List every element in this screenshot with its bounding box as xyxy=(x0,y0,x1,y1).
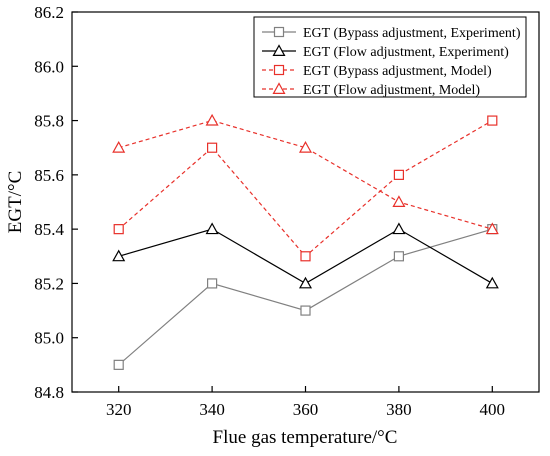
data-point xyxy=(113,359,124,370)
x-tick-label: 380 xyxy=(386,400,412,419)
data-point xyxy=(207,278,218,289)
x-axis-title: Flue gas temperature/°C xyxy=(213,427,398,448)
data-point xyxy=(485,276,499,289)
x-tick-label: 340 xyxy=(199,400,225,419)
data-point xyxy=(112,249,126,262)
data-point xyxy=(392,222,406,235)
data-point xyxy=(205,222,219,235)
legend-label: EGT (Flow adjustment, Experiment) xyxy=(303,45,509,60)
plot-marks xyxy=(112,113,499,370)
y-axis-title: EGT/°C xyxy=(5,171,26,233)
legend-label: EGT (Bypass adjustment, Experiment) xyxy=(303,26,521,41)
series-flow-model xyxy=(112,113,499,235)
axis-ticks: 320 340 360 380 400 84.8 85.0 85.2 85.4 85.6 85.8 8… xyxy=(34,3,505,419)
series-bypass-model xyxy=(113,115,498,262)
series-line xyxy=(118,228,493,366)
legend-item: EGT (Bypass adjustment, Model) xyxy=(262,64,492,79)
series-bypass-experiment xyxy=(113,224,498,370)
data-point xyxy=(393,169,404,180)
data-point xyxy=(112,140,126,153)
legend-marker xyxy=(273,26,285,38)
legend-item: EGT (Flow adjustment, Experiment) xyxy=(262,44,509,60)
y-tick-label: 86.0 xyxy=(34,57,64,76)
data-point xyxy=(298,276,313,289)
legend-marker xyxy=(272,82,286,95)
legend-box xyxy=(253,16,527,98)
legend-label: EGT (Flow adjustment, Model) xyxy=(303,83,480,98)
legend-marker xyxy=(273,64,285,76)
y-tick-label: 85.6 xyxy=(34,166,64,185)
y-tick-label: 84.8 xyxy=(34,383,64,402)
y-tick-label: 86.2 xyxy=(34,3,64,22)
x-tick-label: 320 xyxy=(106,400,132,419)
data-point xyxy=(487,115,498,126)
x-tick-label: 360 xyxy=(293,400,319,419)
y-tick-label: 85.0 xyxy=(34,329,64,348)
data-point xyxy=(113,224,124,235)
data-point xyxy=(393,251,404,262)
legend: EGT (Bypass adjustment, Experiment) EGT (… xyxy=(253,16,527,98)
data-point xyxy=(298,140,313,153)
y-tick-label: 85.2 xyxy=(34,274,64,293)
data-point xyxy=(300,251,311,262)
series-line xyxy=(118,119,493,230)
data-point xyxy=(207,142,218,153)
data-point xyxy=(392,195,406,207)
legend-item: EGT (Bypass adjustment, Experiment) xyxy=(262,26,521,41)
series-flow-experiment xyxy=(112,222,499,289)
legend-marker xyxy=(272,44,286,57)
legend-label: EGT (Bypass adjustment, Model) xyxy=(303,64,492,79)
y-tick-label: 85.4 xyxy=(34,220,64,239)
data-point xyxy=(300,305,311,316)
data-point xyxy=(205,113,219,126)
series-line xyxy=(118,120,493,258)
x-tick-label: 400 xyxy=(480,400,506,419)
legend-item: EGT (Flow adjustment, Model) xyxy=(262,82,480,98)
y-tick-label: 85.8 xyxy=(34,112,64,131)
data-point xyxy=(485,222,499,235)
